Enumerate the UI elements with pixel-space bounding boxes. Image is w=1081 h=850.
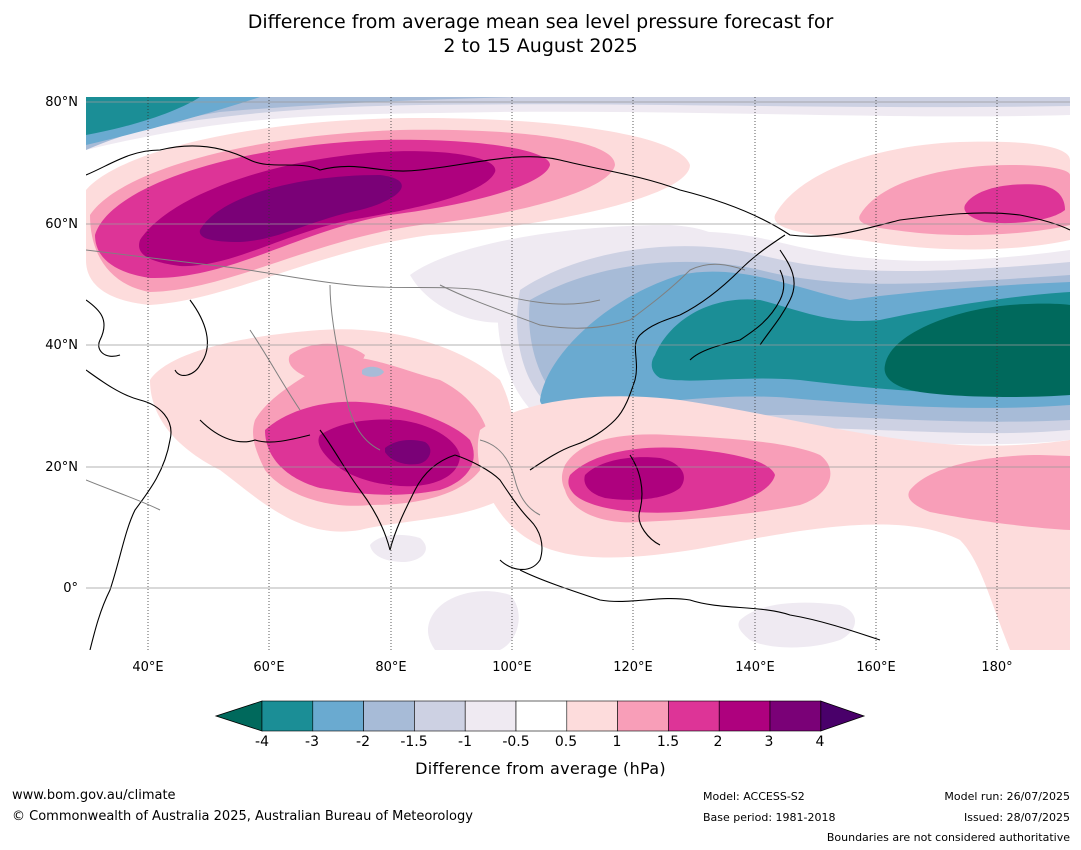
colorbar-segment xyxy=(464,700,517,732)
colorbar-segment xyxy=(769,700,822,732)
anomaly-cpacific-high-1 xyxy=(908,455,1070,530)
issued-date: Issued: 28/07/2025 xyxy=(963,811,1070,824)
anomaly-scs-high-core xyxy=(584,457,684,500)
anomaly-equator-low-1 xyxy=(427,591,519,650)
anomaly-equator-low-2 xyxy=(738,602,855,648)
colorbar-tick-label: -3 xyxy=(305,734,319,750)
anomaly-arctic-band-2 xyxy=(86,97,1070,140)
colorbar-tick-label: -1 xyxy=(458,734,472,750)
copyright-text: © Commonwealth of Australia 2025, Austra… xyxy=(12,809,473,824)
colorbar-segment xyxy=(718,700,771,732)
coastlines xyxy=(86,145,1070,650)
colorbar-segment xyxy=(312,700,364,732)
colorbar-label: Difference from average (hPa) xyxy=(415,759,666,778)
colorbar-segment xyxy=(566,700,618,732)
lon-tick-label: 60°E xyxy=(253,660,285,675)
title-line-2: 2 to 15 August 2025 xyxy=(443,35,638,57)
colorbar-extend-low xyxy=(214,700,263,732)
political-boundaries xyxy=(86,249,746,516)
meridians xyxy=(147,97,998,650)
colorbar-tick-label: 4 xyxy=(815,734,825,750)
anomaly-eurasia-high-core xyxy=(199,175,402,242)
boundary-disclaimer: Boundaries are not considered authoritat… xyxy=(826,831,1070,844)
anomaly-srilanka-low xyxy=(370,534,426,562)
anomaly-arctic-band xyxy=(86,97,1070,150)
colorbar-extend-high xyxy=(820,700,866,732)
lat-tick-label: 60°N xyxy=(45,217,78,232)
colorbar-tick-label: 0.5 xyxy=(554,734,578,750)
colorbar-tick-label: 3 xyxy=(764,734,774,750)
lat-tick-label: 40°N xyxy=(45,338,78,353)
lon-tick-label: 120°E xyxy=(613,660,653,675)
base-period: Base period: 1981-2018 xyxy=(703,811,836,824)
colorbar-tick-label: -1.5 xyxy=(400,734,428,750)
colorbar xyxy=(214,700,866,732)
colorbar-segment xyxy=(414,700,466,732)
colorbar-tick-label: 1.5 xyxy=(656,734,680,750)
gridlines xyxy=(86,101,1070,589)
lon-tick-label: 100°E xyxy=(492,660,532,675)
lat-tick-label: 80°N xyxy=(45,95,78,110)
colorbar-tick-label: 1 xyxy=(612,734,622,750)
chart-title: Difference from average mean sea level p… xyxy=(0,10,1081,58)
model-run-date: Model run: 26/07/2025 xyxy=(944,790,1070,803)
anomaly-himalaya-high xyxy=(288,343,365,379)
anomaly-tibet-low xyxy=(362,366,384,377)
colorbar-segment xyxy=(363,700,415,732)
map-panel xyxy=(86,97,1070,650)
lon-tick-label: 160°E xyxy=(856,660,896,675)
colorbar-tick-label: -4 xyxy=(255,734,269,750)
colorbar-segment xyxy=(515,700,568,732)
anomaly-arctic-low-core xyxy=(86,97,200,135)
model-name: Model: ACCESS-S2 xyxy=(703,790,805,803)
website-link[interactable]: www.bom.gov.au/climate xyxy=(12,788,176,803)
lon-tick-label: 180° xyxy=(981,660,1013,675)
colorbar-segment xyxy=(668,700,720,732)
lat-tick-label: 0° xyxy=(63,581,78,596)
anomaly-southasia-high-core xyxy=(385,440,431,465)
lat-tick-label: 20°N xyxy=(45,460,78,475)
lon-tick-label: 40°E xyxy=(132,660,164,675)
colorbar-segment xyxy=(261,700,314,732)
title-line-1: Difference from average mean sea level p… xyxy=(247,11,834,33)
pressure-anomaly-field xyxy=(86,97,1070,650)
anomaly-nwpacific-low-core xyxy=(884,303,1070,397)
colorbar-tick-label: -0.5 xyxy=(502,734,530,750)
colorbar-tick-label: -2 xyxy=(356,734,370,750)
colorbar-tick-label: 2 xyxy=(713,734,723,750)
lon-tick-label: 140°E xyxy=(735,660,775,675)
colorbar-segment xyxy=(617,700,669,732)
lon-tick-label: 80°E xyxy=(375,660,407,675)
